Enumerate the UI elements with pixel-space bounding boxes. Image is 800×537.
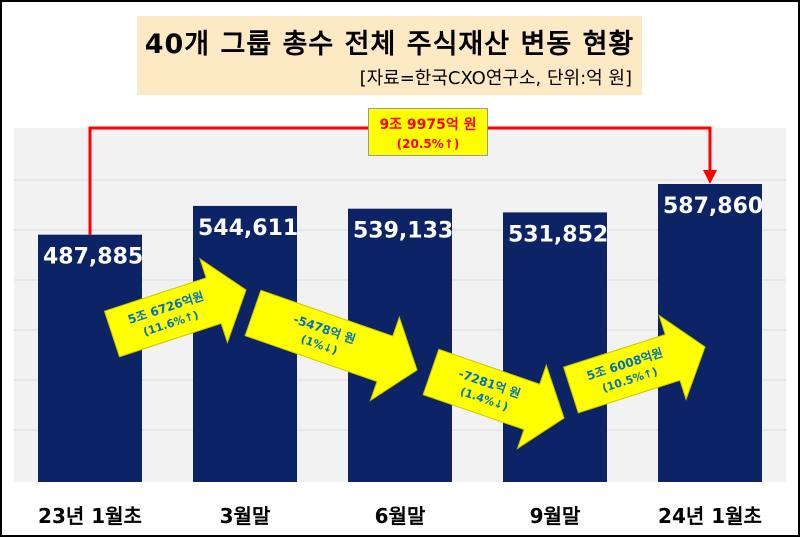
- change-arrow-1: [103, 257, 247, 358]
- total-change-amount: 9조 9975억 원: [379, 117, 477, 133]
- title-box: 40개 그룹 총수 전체 주식재산 변동 현황 [자료=한국CXO연구소, 단위…: [137, 16, 642, 95]
- total-change-pct: (20.5%↑): [396, 137, 460, 151]
- change-arrow-4: [563, 314, 706, 414]
- bar-value-label: 531,852: [508, 222, 608, 247]
- bar-value-label: 587,860: [663, 194, 763, 219]
- bar-4: [503, 212, 607, 482]
- category-label: 23년 1월초: [38, 504, 142, 528]
- category-label: 9월말: [530, 504, 581, 528]
- change-arrow-2: [244, 289, 418, 402]
- chart-subtitle: [자료=한국CXO연구소, 단위:억 원]: [359, 68, 632, 89]
- bar-value-label: 539,133: [353, 219, 453, 244]
- chart-title: 40개 그룹 총수 전체 주식재산 변동 현황: [144, 29, 635, 60]
- bar-value-label: 487,885: [43, 245, 143, 270]
- total-change-arrowhead: [703, 170, 717, 184]
- bar-1: [38, 234, 142, 482]
- total-change-callout: 9조 9975억 원 (20.5%↑): [368, 108, 488, 156]
- change-arrow-3: [422, 348, 565, 450]
- category-label: 3월말: [220, 504, 271, 528]
- category-label: 24년 1월초: [658, 504, 762, 528]
- bar-value-label: 544,611: [198, 216, 298, 241]
- category-label: 6월말: [375, 504, 426, 528]
